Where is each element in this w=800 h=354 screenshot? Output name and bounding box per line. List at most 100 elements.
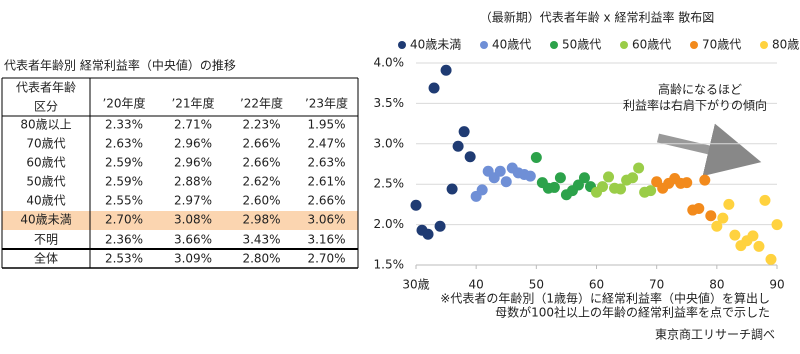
table-cell: 全体: [34, 251, 58, 266]
table-cell: 3.43%: [242, 233, 280, 247]
point: [428, 82, 440, 94]
point: [753, 240, 765, 252]
table-cell: 2.80%: [242, 252, 280, 266]
table-cell: 2.97%: [174, 194, 212, 208]
x-tick-label: 40: [469, 278, 484, 292]
point: [476, 184, 488, 196]
table-cell: 2.96%: [174, 137, 212, 151]
legend-label: 40歳代: [492, 38, 531, 52]
table-cell: 2.88%: [174, 175, 212, 189]
point: [410, 199, 422, 211]
point: [603, 171, 615, 183]
x-tick-label: 80: [709, 278, 724, 292]
table-cell: 2.33%: [105, 118, 143, 132]
point: [723, 198, 735, 210]
legend-label: 50歳代: [562, 38, 601, 52]
table-cell: 3.06%: [307, 213, 345, 227]
table-cell: 2.61%: [307, 175, 345, 189]
point: [452, 140, 464, 152]
point: [693, 202, 705, 214]
point: [494, 165, 506, 177]
table-cell: 2.66%: [307, 194, 345, 208]
point: [458, 126, 470, 138]
y-tick-label: 3.0%: [374, 136, 405, 150]
table-cell: 2.63%: [307, 156, 345, 170]
point: [524, 170, 536, 182]
legend-marker: [398, 41, 406, 49]
x-tick-label: 60: [589, 278, 604, 292]
legend-label: 60歳代: [632, 38, 671, 52]
x-tick-label: 30歳: [402, 278, 429, 292]
legend-marker: [760, 41, 768, 49]
point: [434, 220, 446, 232]
table-cell: 3.16%: [307, 233, 345, 247]
table-cell: 2.98%: [242, 213, 280, 227]
point: [440, 64, 452, 76]
table-cell: 2.47%: [307, 137, 345, 151]
table-cell: 2.59%: [105, 156, 143, 170]
point: [530, 152, 542, 164]
table-cell: 2.55%: [105, 194, 143, 208]
note: 母数が100社以上の年齢の経常利益率を点で示した: [495, 305, 770, 320]
table-cell: 2.63%: [105, 137, 143, 151]
table-cell: 40歳代: [26, 194, 65, 208]
table-cell: 3.66%: [174, 233, 212, 247]
point: [681, 177, 693, 189]
table-cell: 40歳未満: [20, 213, 71, 227]
table-cell: 2.66%: [242, 137, 280, 151]
table-cell: 2.66%: [242, 156, 280, 170]
annotation: 利益率は右肩下がりの傾向: [623, 98, 767, 113]
column-header: ’20年度: [102, 96, 145, 111]
table-cell: 2.60%: [242, 194, 280, 208]
point: [717, 212, 729, 224]
column-header: ’23年度: [305, 96, 348, 111]
note: ※代表者の年齢別（1歳毎）に経常利益率（中央値）を算出し: [440, 291, 770, 306]
point: [597, 181, 609, 193]
source: 東京商工リサーチ調べ: [655, 327, 775, 342]
point: [705, 210, 717, 222]
table-cell: 2.71%: [174, 118, 212, 132]
point: [548, 181, 560, 193]
header-label: 区分: [34, 100, 58, 114]
y-tick-label: 2.0%: [374, 217, 405, 231]
table-cell: 80歳以上: [20, 118, 71, 132]
point: [711, 220, 723, 232]
table-cell: 1.95%: [307, 118, 345, 132]
header-label: 代表者年齢: [16, 80, 76, 95]
column-header: ’22年度: [240, 96, 283, 111]
table-cell: 50歳代: [26, 175, 65, 189]
point: [759, 194, 771, 206]
x-tick-label: 90: [769, 278, 784, 292]
legend-marker: [620, 41, 628, 49]
point: [747, 230, 759, 242]
table-cell: 2.23%: [242, 118, 280, 132]
point: [771, 219, 783, 231]
point: [627, 172, 639, 184]
point: [464, 151, 476, 163]
point: [572, 179, 584, 191]
y-tick-label: 2.5%: [374, 177, 405, 191]
point: [578, 172, 590, 184]
legend-label: 70歳代: [702, 38, 741, 52]
table-cell: 3.08%: [174, 213, 212, 227]
point: [615, 183, 627, 195]
legend-label: 40歳未満: [410, 38, 461, 52]
annotation: 高齢になるほど: [658, 82, 742, 97]
table-cell: 2.70%: [105, 213, 143, 227]
y-tick-label: 3.5%: [374, 96, 405, 110]
x-tick-label: 70: [649, 278, 664, 292]
table-cell: 3.09%: [174, 252, 212, 266]
y-tick-label: 4.0%: [374, 56, 405, 70]
point: [729, 229, 741, 241]
point: [645, 185, 657, 197]
point: [422, 228, 434, 240]
x-tick-label: 50: [529, 278, 544, 292]
legend-marker: [480, 41, 488, 49]
legend-marker: [550, 41, 558, 49]
column-header: ’21年度: [171, 96, 214, 111]
point: [554, 172, 566, 184]
point: [765, 253, 777, 265]
point: [633, 162, 645, 174]
legend-marker: [690, 41, 698, 49]
